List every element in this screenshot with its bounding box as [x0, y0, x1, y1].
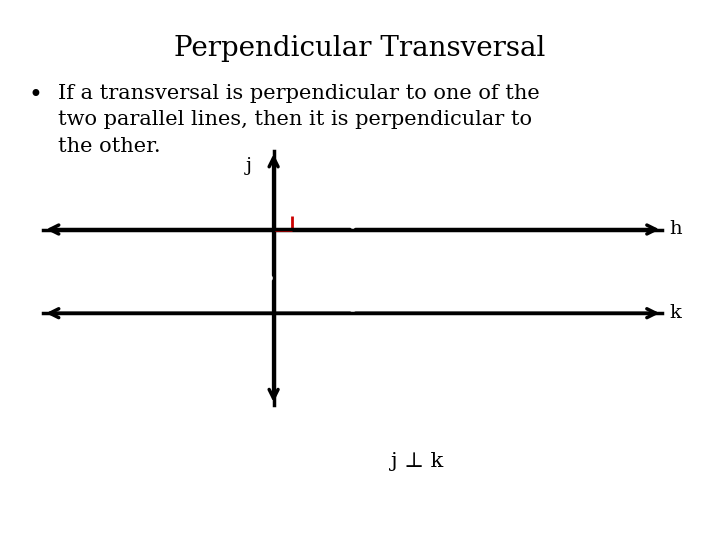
Text: •: • — [29, 84, 42, 107]
Text: j ⊥ k: j ⊥ k — [392, 452, 444, 471]
Text: h: h — [670, 220, 683, 239]
Text: If a transversal is perpendicular to one of the
two parallel lines, then it is p: If a transversal is perpendicular to one… — [58, 84, 539, 156]
Text: Perpendicular Transversal: Perpendicular Transversal — [174, 35, 546, 62]
Text: k: k — [670, 304, 681, 322]
Text: j: j — [246, 157, 252, 174]
